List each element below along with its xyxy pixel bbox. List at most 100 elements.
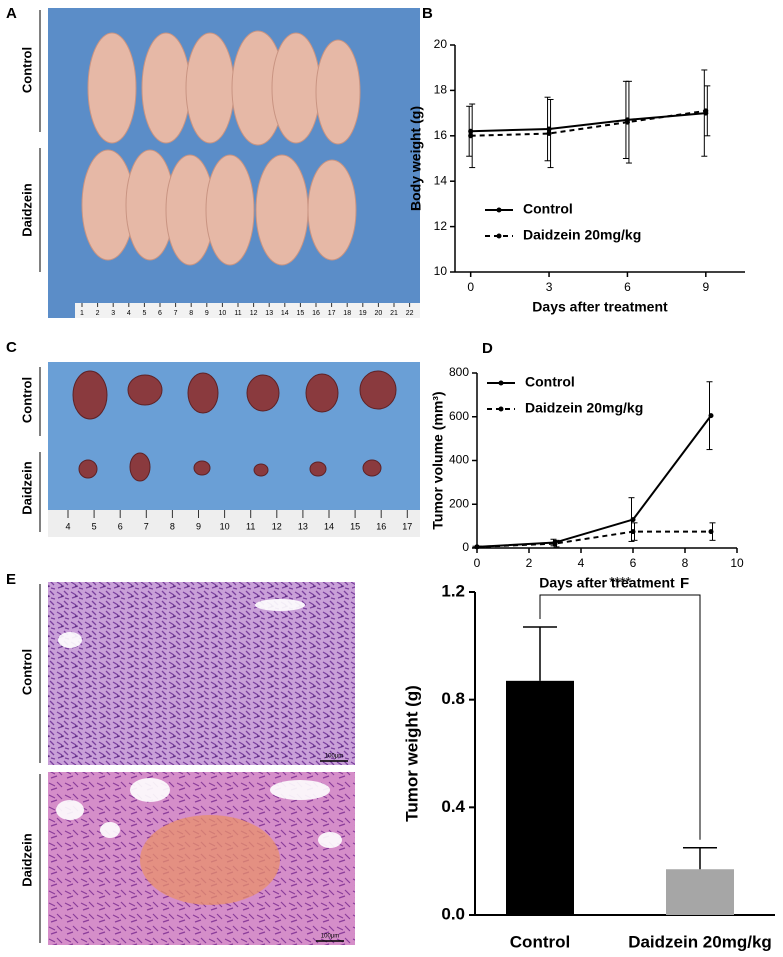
x-tick-label: 0 <box>467 280 474 294</box>
ruler-label: 7 <box>174 310 178 317</box>
y-tick-label: 0.0 <box>441 904 465 923</box>
point <box>468 133 474 139</box>
series-line <box>470 109 706 137</box>
ruler-label: 16 <box>312 310 320 317</box>
panel-c: C 4 5 6 7 8 9 10 11 12 13 14 15 16 17 Control Daidzei… <box>6 339 420 537</box>
ruler-label: 13 <box>298 521 308 531</box>
y-tick-label: 14 <box>434 173 448 187</box>
x-tick-label: 10 <box>730 556 744 570</box>
ruler-label: 16 <box>376 521 386 531</box>
x-tick-label: 6 <box>624 280 631 294</box>
y-axis-label: Tumor volume (mm³) <box>430 391 446 529</box>
ruler-label: 21 <box>390 310 398 317</box>
mice <box>81 30 361 266</box>
y-tick-label: 600 <box>449 409 469 423</box>
scale-bar-label: 100μm <box>321 934 339 940</box>
bar <box>506 680 574 915</box>
ruler-label: 11 <box>246 521 255 531</box>
photo-tumors <box>48 362 420 537</box>
ruler-label: 17 <box>328 310 336 317</box>
ruler-label: 19 <box>359 310 367 317</box>
y-tick-label: 0.8 <box>441 689 465 708</box>
x-tick-label: 6 <box>630 556 637 570</box>
ruler-label: 12 <box>272 521 282 531</box>
legend-marker <box>498 406 504 412</box>
ruler-label: 10 <box>220 521 230 531</box>
x-tick-label: 4 <box>578 556 585 570</box>
group-label: Control <box>19 649 34 695</box>
ruler-label: 2 <box>96 310 100 317</box>
legend-label: Daidzein 20mg/kg <box>525 400 643 416</box>
ruler-label: 9 <box>205 310 209 317</box>
ruler-label: 14 <box>324 521 334 531</box>
y-tick-label: 1.2 <box>441 581 465 600</box>
y-tick-label: 10 <box>434 264 448 278</box>
ruler-label: 3 <box>111 310 115 317</box>
ruler-label: 6 <box>158 310 162 317</box>
x-tick-label: Control <box>510 932 570 951</box>
legend-marker <box>496 233 502 239</box>
point <box>630 529 636 535</box>
ruler-label: 20 <box>375 310 383 317</box>
scale-bar-label: 100μm <box>325 754 343 760</box>
legend-label: Control <box>523 201 573 217</box>
y-tick-label: 0 <box>462 540 469 554</box>
point <box>552 541 558 547</box>
legend-label: Control <box>525 374 575 390</box>
x-tick-label: 3 <box>546 280 553 294</box>
legend-label: Daidzein 20mg/kg <box>523 227 641 243</box>
panel-letter: B <box>422 5 433 22</box>
y-tick-label: 12 <box>434 219 448 233</box>
group-label: Control <box>19 377 34 423</box>
significance-bracket <box>539 594 701 840</box>
histology-control <box>48 582 355 765</box>
y-tick-label: 800 <box>449 365 469 379</box>
y-axis-label: Body weight (g) <box>408 106 424 211</box>
ruler-label: 12 <box>250 310 258 317</box>
ruler-label: 13 <box>265 310 273 317</box>
ruler-label: 17 <box>402 521 412 531</box>
bar <box>666 869 734 915</box>
ruler-label: 14 <box>281 310 289 317</box>
ruler-label: 6 <box>118 521 123 531</box>
x-tick-label: 2 <box>526 556 533 570</box>
ruler-label: 7 <box>144 521 149 531</box>
y-tick-label: 0.4 <box>441 797 465 816</box>
histology-gaps <box>56 599 342 848</box>
point <box>474 544 480 550</box>
ruler <box>48 510 420 537</box>
panel-letter: E <box>6 571 16 588</box>
group-label: Daidzein <box>19 183 34 237</box>
ruler <box>75 303 420 318</box>
ruler-label: 5 <box>92 521 97 531</box>
ruler-label: 11 <box>234 310 241 317</box>
ruler-label: 5 <box>142 310 146 317</box>
panel-letter: A <box>6 5 17 22</box>
y-tick-label: 200 <box>449 496 469 510</box>
ruler-label: 15 <box>350 521 360 531</box>
significance-label: **** <box>609 574 631 590</box>
legend-marker <box>496 207 502 213</box>
legend-marker <box>498 380 504 386</box>
ruler-label: 18 <box>343 310 351 317</box>
ruler-label: 9 <box>196 521 201 531</box>
x-tick-label: 0 <box>474 556 481 570</box>
panel-letter: C <box>6 339 17 356</box>
ruler-label: 1 <box>80 310 84 317</box>
x-tick-label: 8 <box>682 556 689 570</box>
point <box>624 119 630 125</box>
series-line <box>476 530 711 548</box>
ruler-label: 10 <box>219 310 227 317</box>
tumors <box>72 370 397 482</box>
y-tick-label: 20 <box>434 37 448 51</box>
x-tick-label: 9 <box>702 280 709 294</box>
point <box>630 517 636 523</box>
ruler-label: 15 <box>297 310 305 317</box>
panel-a: A 1 2 3 4 5 6 7 8 9 10 11 12 13 14 15 16 17 18 19 20 21 22 Co… <box>6 5 420 318</box>
panel-letter: D <box>482 340 493 357</box>
panel-e: E 100μm 100μm Control Daidzein <box>6 571 355 945</box>
ruler-label: 4 <box>127 310 131 317</box>
x-axis-label: Days after treatment <box>532 299 668 315</box>
ruler-label: 8 <box>170 521 175 531</box>
